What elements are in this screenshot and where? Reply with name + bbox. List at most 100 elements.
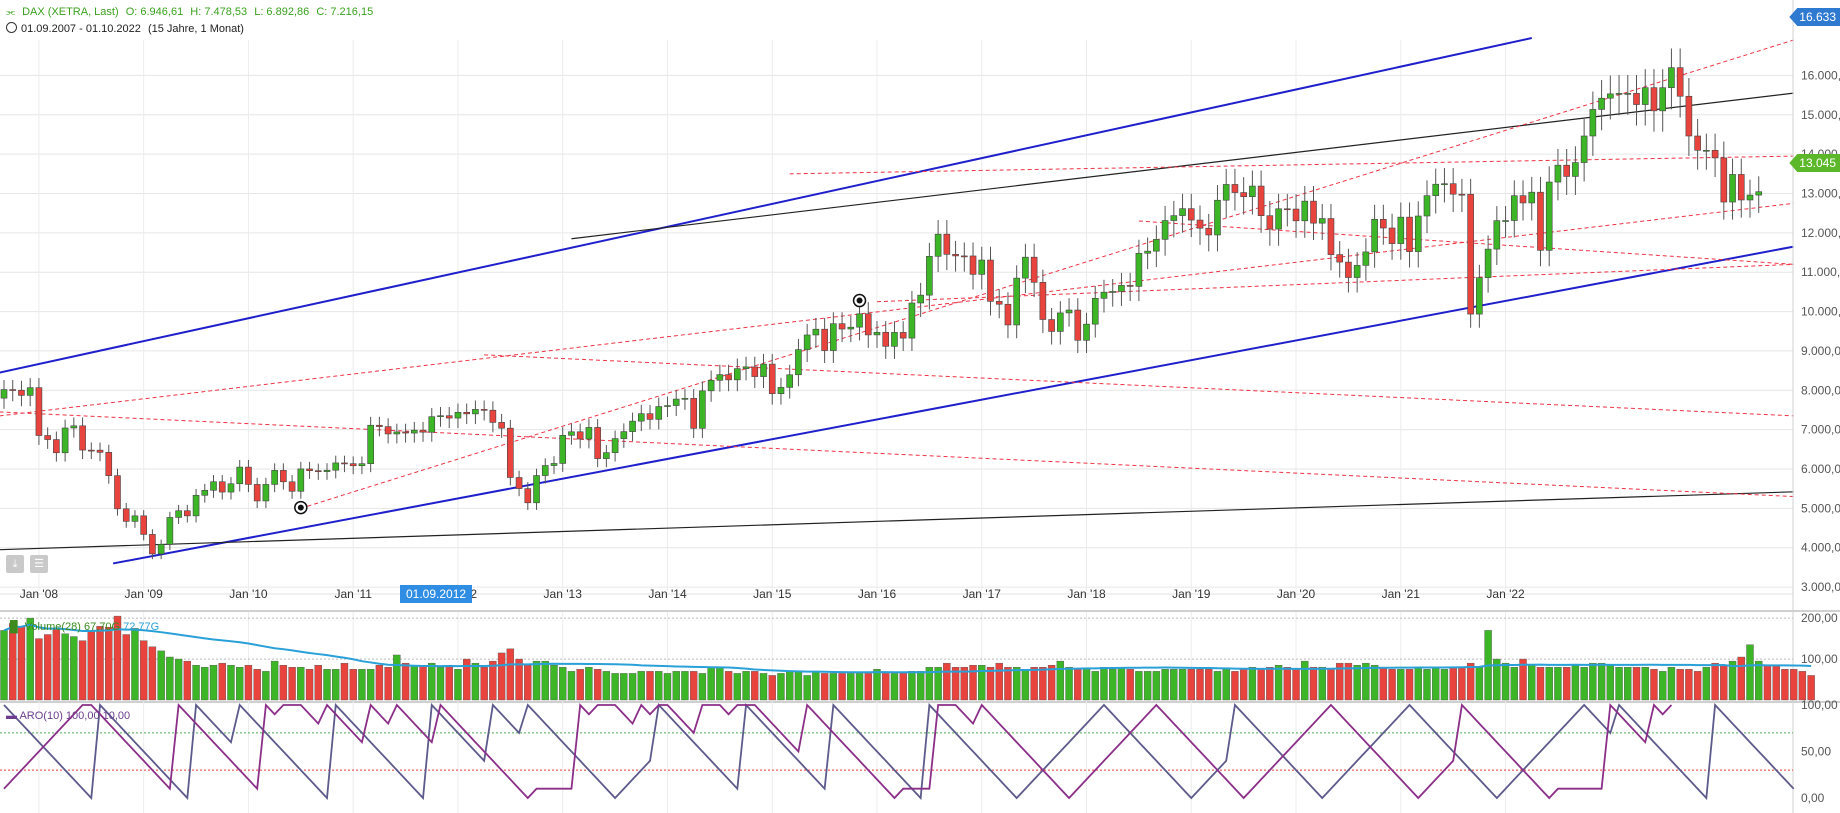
candle-body [218, 481, 226, 493]
candle-body [637, 413, 645, 422]
volume-bar [1222, 669, 1230, 701]
candle-body [1170, 215, 1178, 221]
candle-body [149, 534, 156, 555]
candle-body [1362, 251, 1370, 266]
candle-body [1519, 195, 1527, 204]
volume-title[interactable]: ▐▌ Volume(28) 67,70G 72,77G [6, 621, 159, 633]
volume-bar [462, 658, 471, 701]
volume-bar [943, 662, 951, 701]
volume-bar [166, 656, 174, 701]
candle-body [611, 438, 619, 453]
candle-body [44, 435, 51, 440]
volume-bar [1100, 667, 1108, 701]
price-tick-label: 11.000, [1801, 265, 1840, 279]
candle-body [1257, 185, 1265, 216]
candle-body [1039, 282, 1047, 320]
volume-bar [916, 671, 925, 701]
volume-bar [236, 667, 244, 701]
candle-body [88, 449, 95, 452]
volume-bar [1711, 662, 1719, 701]
volume-bar [436, 667, 445, 701]
candle-body [210, 481, 217, 491]
candle-body [1668, 67, 1675, 89]
candlestick-series[interactable] [0, 48, 1763, 560]
volume-bar [593, 669, 602, 701]
candle-body [550, 463, 558, 466]
candle-body [393, 431, 401, 435]
candle-body [1598, 97, 1605, 110]
candle-body [891, 332, 898, 347]
volume-bar [1143, 671, 1152, 701]
symbol-name: DAX (XETRA, Last) [22, 6, 119, 18]
volume-bar [1475, 667, 1484, 701]
menu-icon[interactable]: ☰ [30, 555, 48, 573]
volume-bar [1161, 669, 1169, 701]
price-tick-label: 6.000,0 [1801, 462, 1840, 476]
candle-body [664, 405, 671, 407]
volume-bar [1030, 667, 1038, 701]
candle-body [140, 515, 147, 535]
candle-body [864, 313, 872, 336]
candle-body [18, 389, 25, 396]
candle-body [489, 409, 497, 423]
volume-bar [672, 671, 680, 701]
candle-body [847, 326, 855, 330]
volume-bar [794, 671, 803, 701]
volume-bar [1397, 669, 1405, 701]
volume-bar [1632, 667, 1641, 701]
aroon-tick-label: 50,00 [1801, 745, 1831, 759]
candle-body [1371, 219, 1378, 253]
volume-tick-label: 100,00 [1801, 652, 1838, 666]
volume-bar [1606, 665, 1615, 701]
candle-body [1607, 93, 1614, 99]
candle-body [655, 406, 663, 420]
volume-bar [1571, 665, 1580, 701]
candle-body [1615, 93, 1623, 95]
candle-body [1476, 277, 1483, 315]
volume-bar [1039, 667, 1047, 701]
symbol-header: ⫘ DAX (XETRA, Last) O: 6.946,61 H: 7.478… [6, 6, 377, 18]
candle-body [1572, 162, 1579, 177]
candle-body [1755, 191, 1763, 196]
download-icon[interactable]: ⤓ [6, 555, 24, 573]
range-detail: (15 Jahre, 1 Monat) [147, 23, 244, 35]
volume-bar [515, 658, 523, 701]
volume-bar [375, 665, 384, 701]
volume-bar [1344, 662, 1353, 701]
candle-body [70, 425, 78, 429]
volume-bar [1370, 665, 1379, 701]
candle-body [419, 429, 427, 433]
price-tick-label: 16.000, [1801, 68, 1840, 82]
candle-body [53, 439, 60, 454]
volume-bar [1720, 665, 1728, 701]
volume-bar [620, 673, 628, 701]
candle-body [1467, 193, 1474, 315]
volume-bar [698, 673, 707, 701]
time-tick-label: Jan '19 [1172, 587, 1211, 601]
volume-bar [655, 671, 663, 701]
anchor-markers[interactable] [294, 293, 867, 515]
volume-bar [445, 665, 453, 701]
candle-body [681, 398, 689, 400]
volume-bar [681, 671, 689, 701]
candle-body [821, 328, 828, 351]
price-tick-label: 9.000,0 [1801, 344, 1840, 358]
volume-bar [489, 660, 497, 701]
volume-bar [1152, 671, 1161, 701]
candle-body [795, 349, 802, 376]
aroon-title[interactable]: ▬ ARO(10) 100,00 10,00 [6, 710, 130, 722]
volume-bar [1807, 675, 1815, 701]
candle-body [437, 415, 444, 418]
volume-bar [1798, 671, 1807, 701]
volume-bar [1021, 669, 1030, 701]
volume-bar [1205, 669, 1213, 701]
volume-bar [1239, 669, 1248, 701]
low-value: L: 6.892,86 [254, 6, 310, 18]
volume-bar [1554, 667, 1562, 701]
candle-body [803, 334, 811, 350]
candle-body [1397, 216, 1405, 244]
volume-bar [253, 669, 261, 701]
price-tick-label: 10.000, [1801, 305, 1840, 319]
candle-body [1720, 157, 1728, 203]
